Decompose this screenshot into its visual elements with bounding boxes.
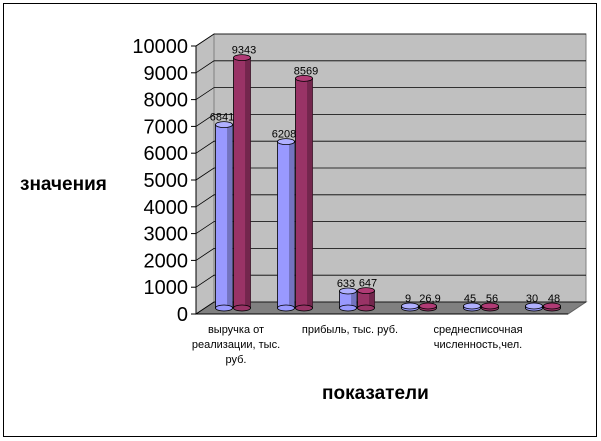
y-tick-label: 8000 — [144, 90, 189, 112]
bar — [233, 54, 251, 312]
bar — [419, 302, 437, 312]
bar — [481, 302, 499, 312]
bar-base — [295, 304, 313, 312]
bar-top — [233, 54, 251, 62]
gridline — [195, 221, 586, 234]
bar-top — [481, 302, 499, 310]
data-labels: 6841 9343 6208 8569 633 647 9 26,9 45 56 30 48 — [210, 45, 560, 305]
y-tick-label: 10000 — [132, 36, 188, 58]
y-tick-label: 6000 — [144, 143, 189, 165]
bar-base — [277, 304, 295, 312]
data-label: 26,9 — [419, 293, 440, 305]
data-label: 48 — [548, 293, 560, 305]
gridline — [195, 140, 586, 154]
gridline — [195, 33, 586, 47]
bar-shade — [369, 290, 375, 308]
category-label: прибыль, тыс. руб. — [302, 324, 398, 336]
data-label: 56 — [486, 293, 498, 305]
bar — [357, 287, 375, 312]
bar-top — [463, 302, 481, 310]
y-tick-label: 0 — [177, 304, 188, 326]
gridlines — [191, 33, 586, 315]
y-tick-label: 1000 — [144, 277, 189, 299]
bar-base — [357, 304, 375, 312]
bar-top — [419, 302, 437, 310]
bar-base — [233, 304, 251, 312]
category-labels: выручка от реализации, тыс. руб. прибыль, т… — [192, 324, 523, 366]
bar-top — [277, 138, 295, 146]
bar-top — [295, 74, 313, 82]
gridline — [195, 167, 586, 181]
bar — [525, 302, 543, 312]
bar-shade — [307, 78, 313, 308]
gridline — [195, 194, 586, 208]
plot-walls — [194, 33, 588, 315]
data-label: 45 — [464, 293, 476, 305]
data-label: 8569 — [294, 65, 318, 77]
bar-shade — [289, 141, 295, 308]
y-axis-title: значения — [20, 174, 107, 195]
data-label: 9 — [405, 293, 411, 305]
bar-base — [215, 304, 233, 312]
bar — [401, 302, 419, 312]
bar-top — [357, 287, 375, 295]
gridline — [195, 247, 586, 261]
bars — [215, 54, 561, 312]
gridline — [195, 301, 586, 315]
bar-shade — [227, 124, 233, 309]
y-tick-label: 5000 — [144, 170, 189, 192]
y-tick-label: 7000 — [144, 116, 189, 138]
bar — [339, 287, 357, 312]
y-tick-label: 4000 — [144, 197, 189, 219]
bar-top — [215, 121, 233, 129]
bar — [215, 121, 233, 312]
y-tick-label: 9000 — [144, 63, 189, 85]
bar-top — [525, 302, 543, 310]
data-label: 6208 — [272, 129, 296, 141]
data-label: 9343 — [232, 45, 256, 57]
data-label: 633 — [337, 278, 355, 290]
bar-base — [339, 304, 357, 312]
category-label: выручка от реализации, тыс. руб. — [192, 324, 280, 366]
bar-top — [543, 302, 561, 310]
bar-top — [401, 302, 419, 310]
y-tick-label: 2000 — [144, 250, 189, 272]
bar — [277, 138, 295, 312]
gridline — [195, 274, 586, 288]
data-label: 6841 — [210, 112, 234, 124]
bar-shade — [351, 291, 357, 308]
data-label: 30 — [526, 293, 538, 305]
x-axis-title: показатели — [322, 383, 429, 404]
y-tick-labels: 0 1000 2000 3000 4000 5000 6000 7000 8000 9000 100… — [132, 36, 188, 326]
bar-shade — [245, 57, 251, 308]
category-label: среднесписочная численность,чел. — [433, 324, 522, 351]
gridline — [195, 60, 586, 74]
data-label: 647 — [359, 278, 377, 290]
gridline — [195, 87, 586, 100]
bar-top — [339, 287, 357, 295]
bar — [463, 302, 481, 312]
bar — [295, 74, 313, 312]
bar — [543, 302, 561, 312]
gridline — [195, 114, 586, 127]
y-tick-label: 3000 — [144, 224, 189, 246]
